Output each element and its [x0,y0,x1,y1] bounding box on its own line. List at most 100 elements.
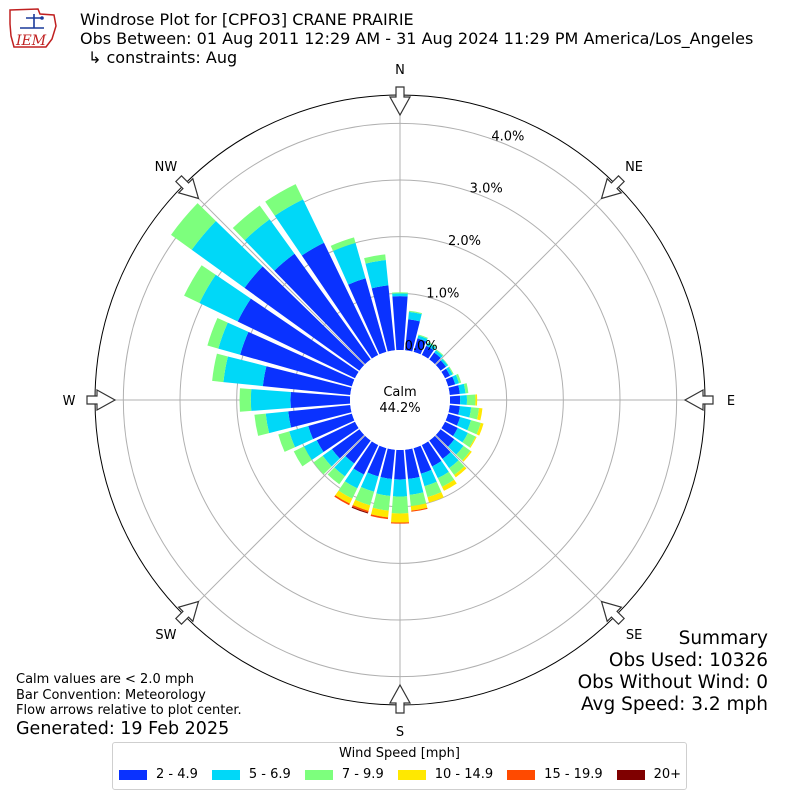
radial-tick-label: 0.0% [405,339,438,354]
radial-tick-label: 3.0% [470,182,503,197]
obs-period: Obs Between: 01 Aug 2011 12:29 AM - 31 A… [80,29,754,48]
wind-bar-120-bin-1 [453,427,468,443]
wind-bar-30-bin-0 [421,345,434,359]
wind-bar-180-bin-1 [392,479,408,497]
legend-label: 15 - 19.9 [544,767,603,782]
wind-bar-20-bin-2 [418,334,428,339]
wind-bar-120-bin-2 [462,432,476,448]
wind-bar-0-bin-0 [392,296,408,351]
wind-bar-330-bin-1 [274,199,324,256]
wind-bar-190-bin-2 [372,493,391,511]
compass-arrow-w [86,388,117,412]
wind-bar-350-bin-2 [364,254,386,264]
wind-bar-100-bin-3 [477,408,483,421]
compass-label-se: SE [626,628,642,643]
wind-bar-350-bin-0 [371,285,395,352]
legend-swatch [616,769,645,780]
wind-bar-230-bin-0 [331,429,365,459]
wind-bar-0-bin-1 [392,293,408,297]
wind-bar-140-bin-1 [442,452,459,469]
wind-bar-310-bin-1 [191,220,263,288]
wind-bar-100-bin-1 [458,406,472,418]
wind-bar-320-bin-1 [244,219,295,271]
wind-bar-230-bin-2 [313,455,332,475]
generated-date: Generated: 19 Feb 2025 [16,719,230,739]
legend-item: 15 - 19.9 [507,767,603,782]
calm-value: 44.2% [379,401,420,416]
summary-obs-used: Obs Used: 10326 [608,650,768,671]
wind-bar-170-bin-0 [405,448,420,480]
wind-bar-150-bin-2 [437,471,455,487]
wind-bar-210-bin-0 [353,441,379,475]
wind-bar-290-bin-1 [218,322,249,355]
grid-spoke [399,183,617,401]
compass-label-sw: SW [155,628,176,643]
wind-bar-310-bin-0 [244,266,365,371]
wind-bar-200-bin-5 [351,506,369,514]
wind-bar-30-bin-2 [427,341,437,348]
legend-swatch [119,769,147,780]
wind-bar-160-bin-1 [420,469,437,487]
legend-item: 7 - 9.9 [304,767,384,782]
legend: Wind Speed [mph] 2 - 4.9 5 - 6.9 7 - 9.9 10… [112,742,687,790]
wind-bar-90-bin-0 [449,395,461,405]
wind-bar-90-bin-1 [460,395,467,405]
wind-bar-180-bin-0 [394,449,406,480]
legend-label: 5 - 6.9 [248,767,291,782]
wind-bar-240-bin-0 [316,421,359,452]
wind-bar-250-bin-0 [308,413,355,440]
legend-item: 2 - 4.9 [119,767,198,782]
wind-bar-250-bin-2 [278,431,295,452]
wind-bar-300-bin-2 [184,265,216,304]
wind-bar-180-bin-4 [390,522,410,524]
bar-convention-note: Bar Convention: Meteorology [16,687,206,703]
grid-spoke [183,183,401,401]
legend-swatch [507,769,536,780]
wind-bar-180-bin-3 [391,513,409,523]
wind-bar-260-bin-2 [254,413,270,436]
wind-bar-90-bin-3 [475,394,478,406]
wind-bar-200-bin-0 [367,445,387,477]
legend-swatch [211,769,240,780]
notes-block: Calm values are < 2.0 mph Bar Convention… [16,672,242,719]
wind-bar-330-bin-2 [265,184,304,216]
compass-arrow-ne [600,174,626,200]
compass-label-e: E [727,394,735,409]
wind-bar-60-bin-2 [448,366,454,375]
legend-item: 10 - 14.9 [397,767,493,782]
wind-bar-190-bin-4 [370,514,389,520]
wind-bar-50-bin-0 [435,360,447,371]
wind-bar-220-bin-1 [334,456,355,477]
wind-bar-300-bin-0 [237,298,359,379]
radial-tick-label: 1.0% [426,286,459,301]
wind-bar-320-bin-0 [274,253,371,365]
wind-bar-140-bin-3 [454,466,467,478]
legend-swatch [397,769,426,780]
compass-label-w: W [63,394,76,409]
compass-arrow-e [683,388,714,412]
wind-bar-0-bin-2 [392,292,408,294]
calm-note: Calm values are < 2.0 mph [16,672,195,687]
wind-bar-160-bin-0 [413,445,432,474]
wind-bar-190-bin-3 [371,507,389,518]
wind-bar-70-bin-2 [455,373,462,384]
legend-label: 2 - 4.9 [156,767,198,782]
wind-bar-150-bin-1 [432,461,449,479]
wind-bar-270-bin-2 [239,388,252,412]
grid-spoke [399,399,617,617]
wind-bar-210-bin-2 [338,481,358,499]
wind-bar-240-bin-2 [293,446,312,467]
wind-bar-60-bin-1 [446,367,453,376]
wind-bar-250-bin-1 [289,425,314,448]
compass-arrow-n [388,86,412,117]
compass-label-ne: NE [625,160,643,175]
wind-bar-170-bin-1 [408,477,424,495]
wind-bar-150-bin-3 [441,479,457,491]
constraints-label: ↳ constraints: Aug [88,48,238,67]
calm-circle [350,350,450,450]
wind-bar-10-bin-2 [408,310,422,315]
wind-bar-330-bin-0 [301,242,379,359]
compass-label-nw: NW [155,160,178,175]
wind-bar-120-bin-3 [469,436,477,448]
